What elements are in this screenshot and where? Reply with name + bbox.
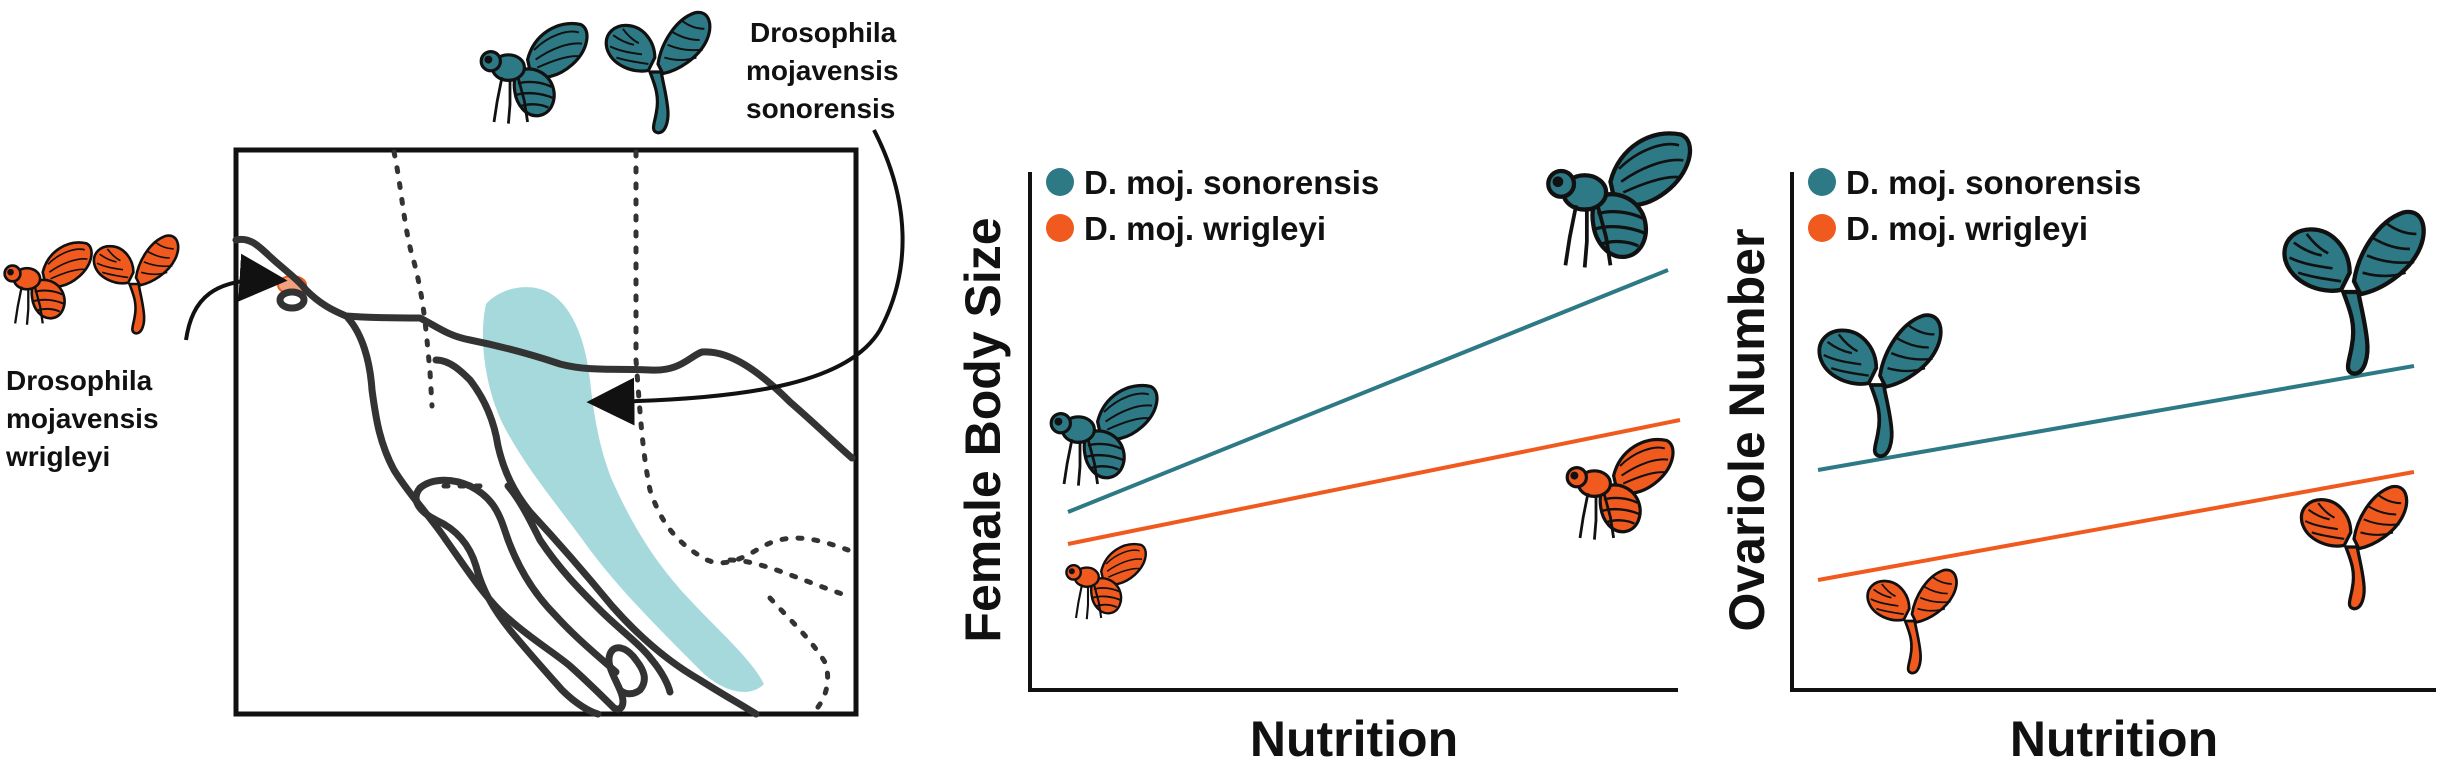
ovary-icon (604, 10, 712, 135)
ovariole-xlabel: Nutrition (2010, 711, 2218, 767)
arrow-sonorensis (586, 129, 905, 426)
legend-swatch-wrigleyi (1046, 214, 1074, 242)
ovary-icon (2299, 484, 2409, 611)
sonorensis-line (1067, 268, 1669, 514)
coastlines (232, 235, 856, 718)
arrow-wrigleyi (184, 253, 288, 341)
ovary-icon (1866, 568, 1958, 675)
ovariole-legend: D. moj. sonorensis D. moj. wrigleyi (1808, 164, 2141, 247)
legend-swatch-sonorensis (1808, 168, 1836, 196)
legend-label-sonorensis: D. moj. sonorensis (1846, 164, 2141, 201)
body-size-xlabel: Nutrition (1250, 711, 1458, 767)
map-label-sonorensis-line3: sonorensis (746, 93, 895, 124)
map-wrigleyi-icons (3, 234, 180, 335)
map-label-wrigleyi-line1: Drosophila (6, 365, 153, 396)
body-size-legend: D. moj. sonorensis D. moj. wrigleyi (1046, 164, 1379, 247)
ovariole-panel: Ovariole Number Nutrition D. moj. sonore… (1719, 164, 2436, 767)
body-size-panel: Female Body Size Nutrition D. moj. sonor… (955, 133, 1690, 767)
map-label-wrigleyi-line2: mojavensis (6, 403, 159, 434)
ovary-icon (92, 234, 180, 335)
legend-swatch-sonorensis (1046, 168, 1074, 196)
legend-swatch-wrigleyi (1808, 214, 1836, 242)
fly-icon (479, 21, 589, 126)
map-label-sonorensis-line2: mojavensis (746, 55, 899, 86)
map-label-wrigleyi: Drosophila mojavensis wrigleyi (5, 365, 166, 472)
ovariole-ylabel: Ovariole Number (1719, 229, 1775, 632)
sonorensis-range (482, 287, 764, 692)
map-panel: Drosophila mojavensis sonorensis Drosoph… (3, 10, 906, 718)
fly-icon (1548, 133, 1690, 267)
legend-label-sonorensis: D. moj. sonorensis (1084, 164, 1379, 201)
map-label-sonorensis: Drosophila mojavensis sonorensis (746, 17, 906, 124)
wrigleyi-line (1817, 470, 2415, 582)
body-size-axes (1028, 172, 1678, 692)
sonorensis-line (1817, 364, 2415, 472)
fly-icon (3, 241, 93, 327)
map-label-sonorensis-line1: Drosophila (750, 17, 897, 48)
legend-label-wrigleyi: D. moj. wrigleyi (1084, 210, 1326, 247)
fly-icon (1565, 437, 1675, 542)
ovary-icon (2284, 212, 2423, 374)
fly-icon (1065, 542, 1147, 621)
map-label-wrigleyi-line3: wrigleyi (5, 441, 110, 472)
fly-icon (1049, 383, 1159, 488)
legend-label-wrigleyi: D. moj. wrigleyi (1846, 210, 2088, 247)
body-size-ylabel: Female Body Size (955, 217, 1011, 642)
ovariole-axes (1790, 172, 2436, 692)
wrigleyi-line (1067, 418, 1681, 546)
ovary-icon (1817, 313, 1943, 459)
map-sonorensis-icons (479, 10, 712, 135)
